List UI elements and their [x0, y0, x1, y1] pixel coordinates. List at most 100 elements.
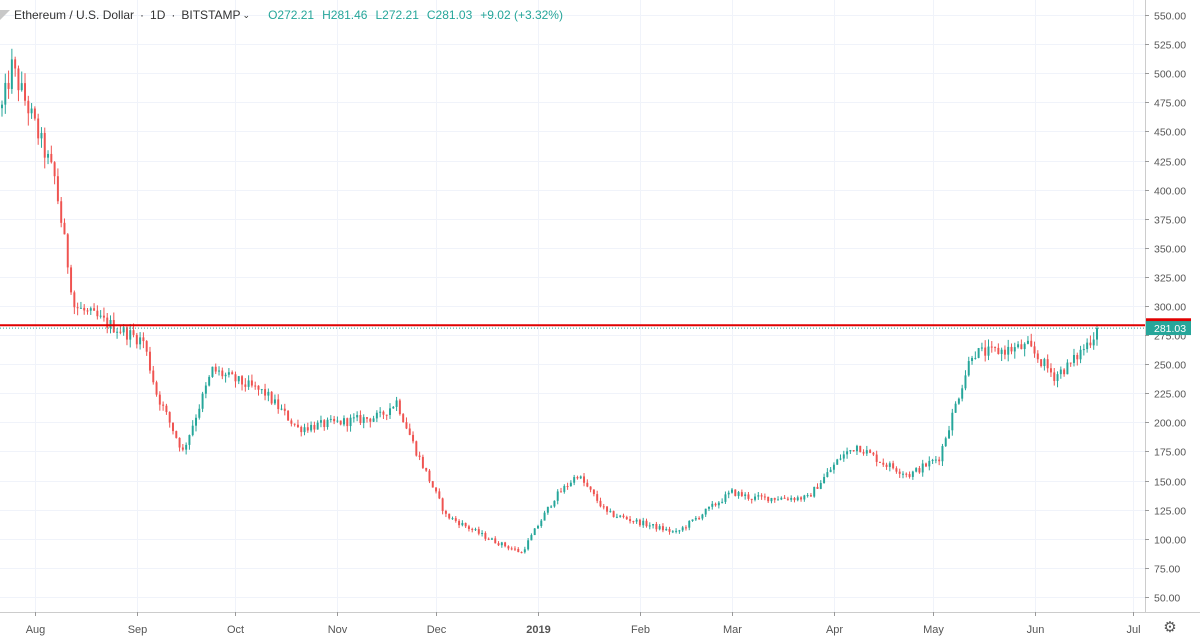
candle-body	[1076, 354, 1079, 360]
gear-icon[interactable]: ⚙	[1163, 619, 1177, 636]
candle-body	[553, 500, 556, 507]
candle-body	[290, 420, 293, 424]
candle-body	[1017, 344, 1020, 348]
candle-body	[96, 310, 99, 317]
candle-body	[513, 548, 516, 550]
candle-body	[878, 461, 881, 463]
x-tick-label: Apr	[826, 624, 843, 636]
candle-body	[296, 424, 299, 427]
candle-body	[892, 463, 895, 469]
symbol-title[interactable]: Ethereum / U.S. Dollar	[14, 8, 135, 22]
candle-body	[941, 446, 944, 462]
x-tick-label: Aug	[26, 624, 46, 636]
candle-body	[73, 292, 76, 308]
candle-body	[560, 491, 562, 493]
candle-body	[609, 511, 612, 513]
candle-body	[165, 405, 168, 413]
candle-body	[63, 222, 66, 235]
candle-body	[997, 347, 1000, 354]
candle-body	[1020, 344, 1023, 350]
candle-body	[1049, 368, 1052, 373]
candle-body	[849, 450, 852, 452]
candle-body	[481, 533, 484, 535]
price-axis[interactable]: 50.00 75.00 100.00 125.00 150.00 175.00 200.00…	[1145, 0, 1191, 612]
candle-body	[168, 412, 171, 423]
candle-body	[362, 417, 365, 423]
candle-body	[1089, 342, 1092, 346]
candle-body	[661, 526, 664, 531]
change-value: +9.02 (+3.32%)	[480, 8, 563, 22]
candle-body	[714, 503, 717, 506]
candle-body	[122, 327, 125, 333]
candle-body	[392, 406, 395, 409]
candle-body	[688, 520, 691, 528]
candle-body	[93, 308, 96, 311]
candle-body	[625, 517, 628, 520]
candle-body	[1092, 339, 1095, 346]
collapse-legend-icon[interactable]	[0, 10, 10, 20]
candle-body	[747, 494, 750, 499]
candle-body	[1069, 362, 1072, 364]
candle-body	[556, 491, 559, 501]
candle-body	[780, 497, 783, 500]
candle-body	[178, 437, 181, 448]
candle-body	[823, 476, 826, 483]
candle-body	[750, 498, 753, 500]
candle-body	[83, 307, 86, 311]
candle-body	[875, 454, 878, 462]
candle-body	[678, 530, 681, 532]
candle-body	[1063, 369, 1066, 375]
candle-body	[356, 415, 359, 418]
candle-body	[734, 489, 737, 496]
candle-body	[550, 506, 553, 508]
candle-body	[162, 404, 165, 406]
candle-body	[402, 414, 405, 423]
candle-body	[135, 334, 138, 345]
y-tick-label: 375.00	[1154, 215, 1186, 227]
candle-body	[829, 469, 832, 473]
chevron-down-icon[interactable]: ⌄	[242, 9, 251, 20]
exchange-label[interactable]: BITSTAMP	[181, 8, 241, 22]
candle-body	[520, 552, 523, 554]
candle-body	[905, 473, 908, 475]
candle-body	[375, 412, 378, 419]
candle-body	[1059, 369, 1062, 375]
candle-body	[957, 398, 960, 404]
candle-body	[507, 546, 510, 549]
horizontal-line-group[interactable]	[0, 324, 1145, 329]
candle-body	[596, 494, 599, 501]
candle-body	[444, 511, 447, 514]
interval-label[interactable]: 1D	[150, 8, 166, 22]
time-axis[interactable]: Aug Sep Oct Nov Dec 2019 Feb Mar Apr May Jun Jul	[0, 612, 1200, 636]
y-tick-label: 500.00	[1154, 69, 1186, 81]
candle-body	[20, 83, 23, 91]
candle-body	[273, 399, 276, 404]
candle-body	[872, 452, 875, 455]
candle-body	[770, 498, 773, 502]
candle-body	[911, 471, 914, 477]
candle-body	[977, 348, 980, 358]
candle-body	[573, 477, 576, 483]
candle-body	[964, 375, 967, 389]
candle-body	[652, 523, 655, 526]
candle-body	[467, 526, 470, 529]
candle-body	[796, 497, 799, 501]
y-tick-label: 425.00	[1154, 157, 1186, 169]
candle-body	[464, 522, 467, 527]
candle-body	[944, 438, 947, 447]
candle-body	[645, 520, 648, 527]
candle-body	[89, 308, 92, 311]
candle-body	[306, 427, 309, 431]
candle-body	[744, 494, 747, 496]
candle-body	[951, 412, 954, 431]
candle-body	[211, 366, 214, 377]
candle-body	[395, 400, 398, 407]
candle-body	[454, 518, 457, 521]
candle-body	[339, 420, 342, 425]
candle-body	[615, 516, 618, 518]
candle-body	[1, 104, 3, 109]
candle-body	[576, 477, 579, 479]
candle-body	[819, 482, 822, 489]
candle-body	[17, 68, 20, 91]
